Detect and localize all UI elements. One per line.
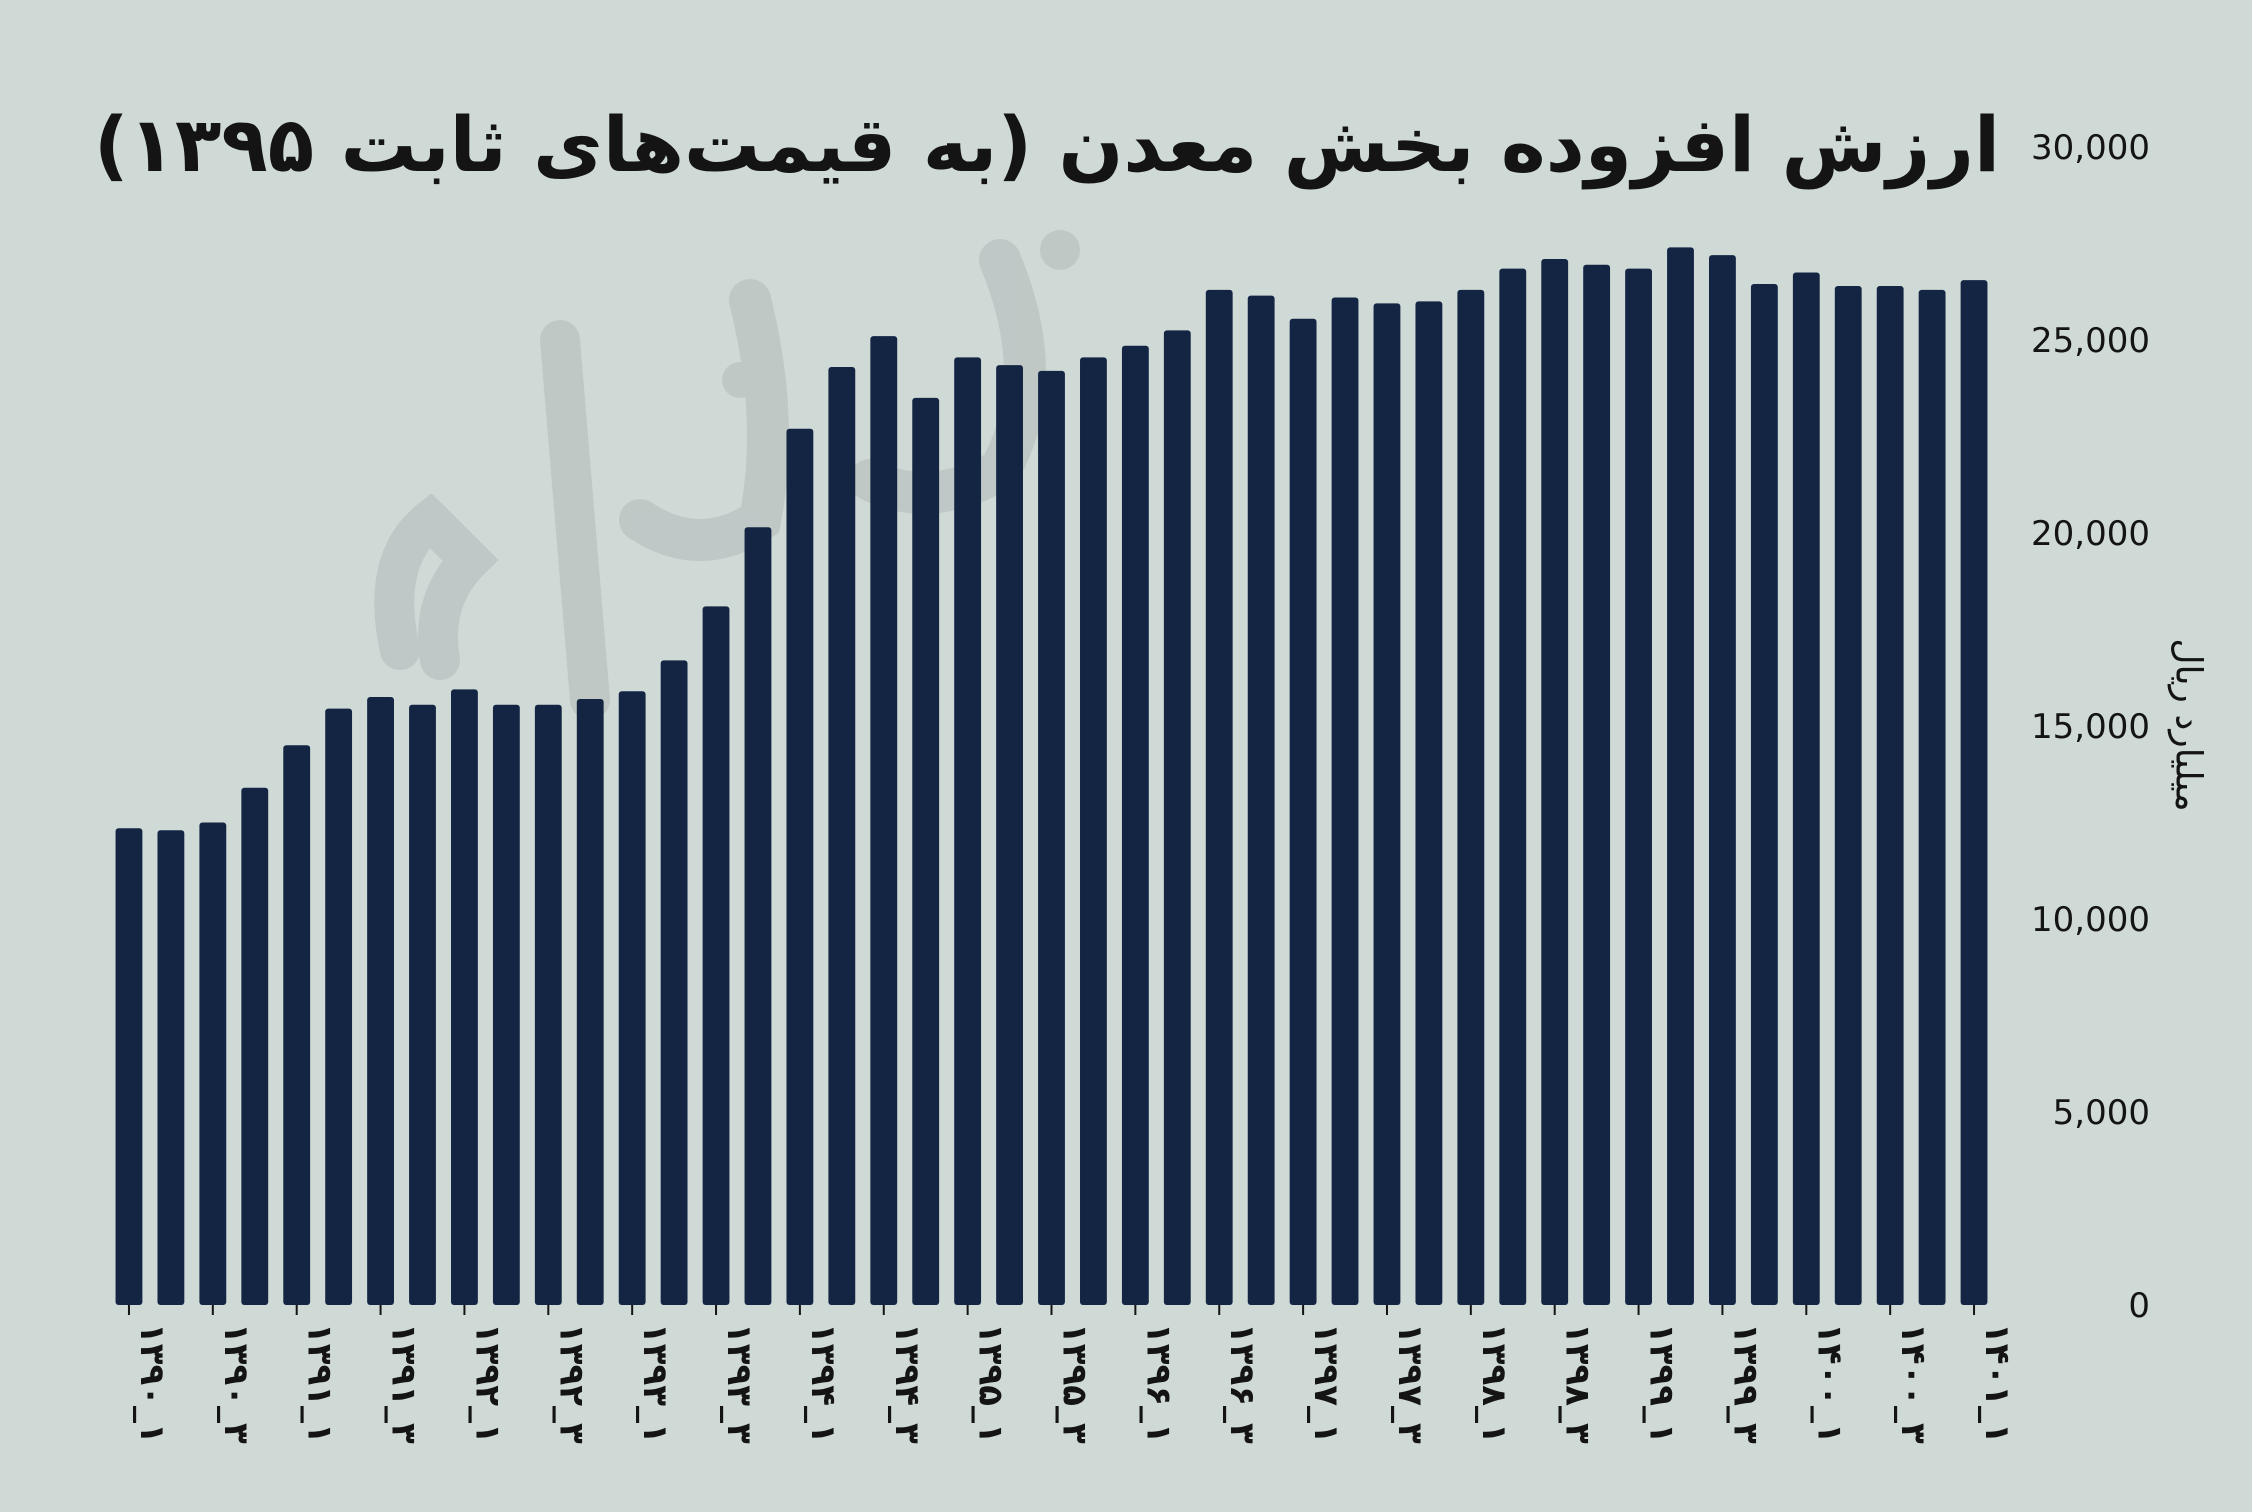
bar-1393_1 [618,691,646,1305]
bar-1391_2 [325,708,353,1305]
bar-1394_1 [786,428,814,1305]
x-tick-label: ۱۳۹۷_۱ [1306,1323,1346,1444]
bar-1400_1 [1792,272,1820,1306]
bar-1397_1 [1289,318,1317,1305]
x-tick-label: ۱۳۹۲_۱ [467,1323,507,1444]
y-tick-label: 20,000 [2031,514,2150,554]
bar-1391_3 [367,697,394,1305]
bar-1391_4 [409,704,436,1305]
x-tick-label: ۱۳۹۲_۳ [551,1323,591,1444]
y-tick-label: 0 [2128,1286,2150,1326]
bar-1397_4 [1415,301,1443,1305]
y-tick-label: 15,000 [2031,707,2150,747]
bar-1394_3 [870,336,898,1305]
bar-1398_1 [1457,289,1485,1305]
bar-1391_1 [283,745,311,1305]
x-tick-label: ۱۳۹۱_۱ [300,1323,340,1444]
x-tick-label: ۱۳۹۶_۳ [1222,1323,1262,1444]
bar-1399_3 [1709,255,1736,1306]
bar-1399_2 [1667,247,1694,1306]
bar-1390_4 [241,787,269,1305]
bar-1396_3 [1205,289,1233,1305]
bar-1392_4 [576,698,604,1305]
x-tick-label: ۱۳۹۰_۱ [132,1323,172,1444]
bar-1401_1 [1960,280,1988,1305]
x-tick-label: ۱۳۹۱_۳ [384,1323,424,1444]
bar-1390_2 [157,830,185,1305]
bar-1394_2 [828,367,856,1305]
y-tick-label: 25,000 [2031,321,2150,361]
x-tick-label: ۱۳۹۸_۱ [1474,1323,1514,1444]
x-tick-label: ۱۴۰۰_۱ [1809,1323,1849,1444]
bar-1397_2 [1331,297,1359,1305]
bar-1400_2 [1834,285,1862,1306]
bar-1393_4 [744,527,772,1305]
x-tick-label: ۱۳۹۴_۳ [887,1323,927,1444]
bar-1393_3 [702,606,730,1305]
bar-1392_2 [492,704,520,1305]
x-tick-label: ۱۳۹۸_۳ [1558,1323,1598,1444]
x-tick-label: ۱۳۹۳_۳ [719,1323,759,1444]
x-tick-label: ۱۳۹۹_۱ [1642,1323,1682,1444]
x-tick-label: ۱۴۰۰_۳ [1893,1323,1933,1444]
x-tick-label: ۱۳۹۵_۳ [1055,1323,1095,1444]
chart-title: ارزش افزوده بخش معدن (به قیمت‌های ثابت ۱… [93,100,2000,189]
bar-1400_3 [1876,285,1904,1306]
x-tick-label: ۱۴۰۱_۱ [1977,1323,2017,1444]
x-tick-label: ۱۳۹۴_۱ [803,1323,843,1444]
bar-1392_3 [534,704,562,1305]
bar-1390_1 [115,828,143,1305]
x-tick-label: ۱۳۹۳_۱ [635,1323,675,1444]
bar-1393_2 [660,660,688,1305]
bar-1395_2 [996,365,1023,1306]
bar-1399_4 [1750,284,1778,1305]
bar-1396_4 [1247,295,1275,1305]
bar-1390_3 [199,822,227,1305]
bar-1392_1 [451,689,478,1305]
y-tick-label: 10,000 [2031,900,2150,940]
y-tick-label: 30,000 [2031,128,2150,168]
bar-1399_1 [1625,268,1652,1306]
bar-1396_1 [1121,345,1149,1305]
y-tick-label: 5,000 [2053,1093,2150,1133]
bar-1398_2 [1499,268,1527,1306]
x-tick-label: ۱۳۹۰_۳ [216,1323,256,1444]
bar-1397_3 [1373,303,1401,1306]
x-tick-label: ۱۳۹۶_۱ [1138,1323,1178,1444]
bar-1394_4 [912,397,940,1305]
bar-1395_1 [954,357,982,1305]
x-tick-label: ۱۳۹۵_۱ [971,1323,1011,1444]
bar-1398_4 [1583,264,1611,1306]
bar-1400_4 [1918,289,1946,1305]
bar-1398_3 [1541,258,1569,1306]
bar-1395_3 [1038,370,1065,1305]
bar-1396_2 [1163,330,1191,1306]
x-tick-label: ۱۳۹۷_۳ [1390,1323,1430,1444]
x-tick-label: ۱۳۹۹_۳ [1725,1323,1765,1444]
bar-1395_4 [1080,357,1107,1305]
